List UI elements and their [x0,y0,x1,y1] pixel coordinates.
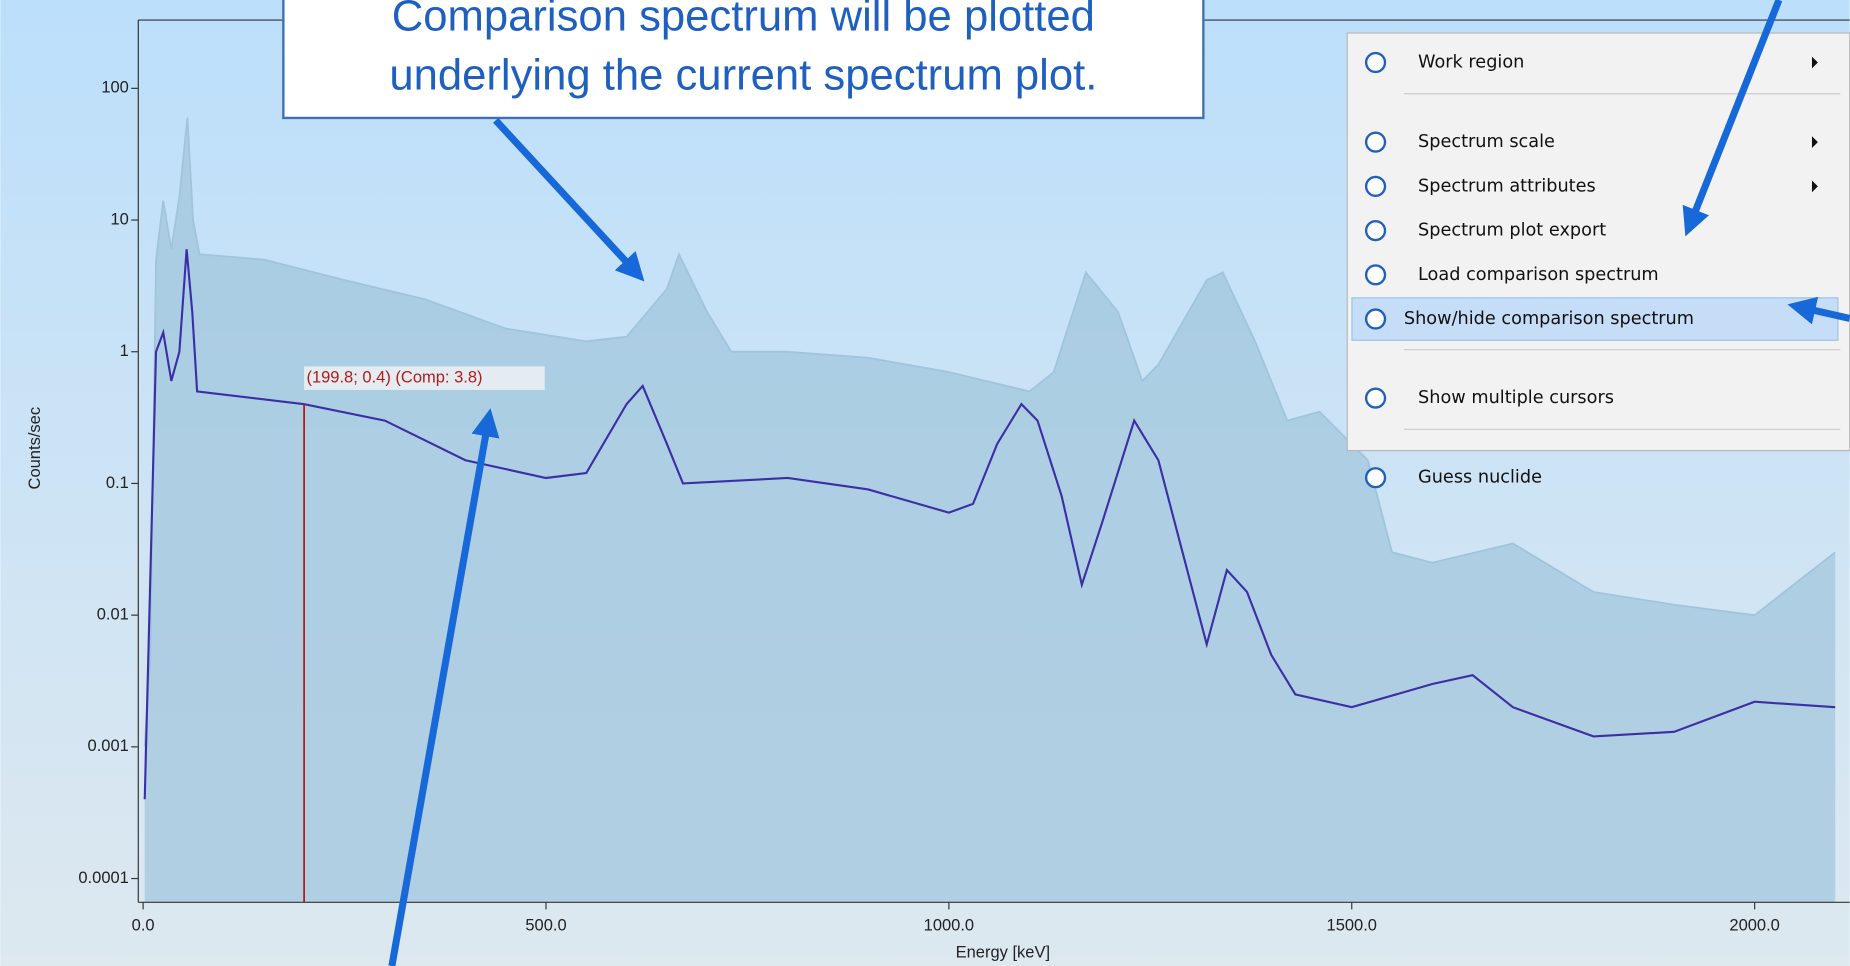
y-tick-label: 10 [110,210,128,228]
arrow [1787,296,1850,325]
menu-icon [1364,264,1387,286]
menu-icon [1364,51,1387,74]
cursor-label-bg [304,366,545,390]
y-tick-label: 1 [120,342,129,360]
callout-line: underlying the current spectrum plot. [389,50,1097,99]
submenu-arrow [1811,56,1818,69]
y-tick-label: 0.001 [88,737,129,755]
menu-icon [1364,219,1387,242]
spectrum-line [143,249,1836,800]
callout-line: Comparison spectrum will be plotted [392,0,1095,40]
y-tick-label: 0.01 [97,606,129,624]
x-tick-label: 2000.0 [1729,916,1779,934]
menu-item[interactable]: Spectrum plot export [1418,221,1606,241]
arrow [388,408,500,966]
y-tick-label: 100 [101,79,129,97]
plot [143,117,1836,903]
submenu-arrow [1811,180,1818,193]
comparison-line [143,117,1836,747]
x-tick-label: 1500.0 [1327,916,1377,934]
menu-item[interactable]: Show/hide comparison spectrum [1404,309,1694,329]
menu-item[interactable]: Guess nuclide [1418,468,1542,488]
menu-icon [1364,308,1387,330]
cursor-label: (199.8; 0.4) (Comp: 3.8) [306,369,482,387]
y-axis-title: Counts/sec [26,407,44,490]
callout-box [282,0,1205,120]
menu-icon [1364,131,1387,153]
comparison-area [144,117,1836,903]
menu-highlight [1351,297,1839,341]
y-tick-label: 0.0001 [78,869,128,887]
menu-item[interactable]: Spectrum scale [1418,132,1555,152]
menu-icon [1364,387,1387,409]
arrow [1682,0,1783,237]
x-tick-label: 0.0 [132,916,155,934]
x-tick-label: 500.0 [525,916,566,934]
menu-item[interactable]: Load comparison spectrum [1418,265,1659,285]
menu-icon [1364,467,1387,489]
arrows [388,0,1850,966]
x-axis-title: Energy [keV] [956,943,1050,961]
submenu-arrow [1811,136,1818,149]
menu-item[interactable]: Work region [1418,53,1524,73]
context-menu: Work region Spectrum scale Spectrum attrib… [1346,32,1850,489]
y-tick-label: 0.1 [106,474,129,492]
x-tick-label: 1000.0 [924,916,974,934]
menu-item[interactable]: Show multiple cursors [1418,388,1614,408]
arrow [493,117,645,282]
callout: Comparison spectrum will be plotted unde… [282,0,1205,120]
menu-icon [1364,175,1387,197]
menu-item[interactable]: Spectrum attributes [1418,176,1596,196]
